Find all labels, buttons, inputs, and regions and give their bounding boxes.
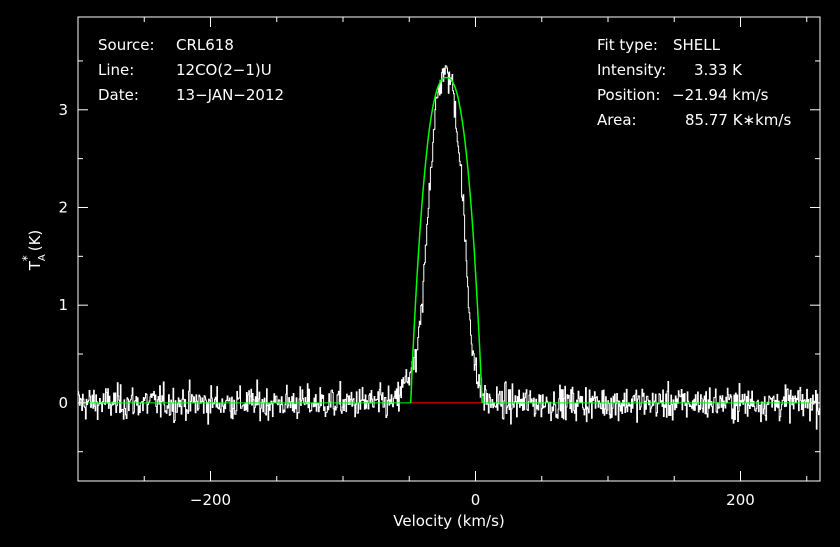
y-axis-label-unit: (K) [26,230,44,252]
y-tick-label: 3 [58,101,68,119]
y-axis-label-sup: * [20,255,34,261]
info-right-key: Position: [597,86,660,104]
info-left-key: Line: [98,61,134,79]
y-tick-label: 1 [58,296,68,314]
info-right-value: 85.77 K∗km/s [685,111,791,129]
info-right-value: 3.33 K [694,61,743,79]
y-tick-label: 0 [58,394,68,412]
info-right-key: Fit type: [597,36,658,54]
info-left-key: Source: [98,36,155,54]
x-axis-label: Velocity (km/s) [393,512,504,530]
y-tick-label: 2 [58,198,68,216]
info-right-value: −21.94 km/s [672,86,769,104]
spectrum-line [78,65,820,430]
info-right-key: Area: [597,111,637,129]
plot-frame [77,16,821,482]
y-axis-label: TA* (K) [20,230,48,272]
spectrum-series [78,65,820,430]
info-right-key: Intensity: [597,61,666,79]
svg-text:TA*(K): TA* (K) [20,230,48,272]
info-left-value: 12CO(2−1)U [176,61,272,79]
x-tick-label: 0 [471,491,481,509]
info-left: Source: CRL618 Line: 12CO(2−1)U Date: 13… [98,36,284,104]
info-left-value: 13−JAN−2012 [176,86,284,104]
info-left-key: Date: [98,86,139,104]
info-right: Fit type: SHELL Intensity: 3.33 K Positi… [597,36,791,129]
y-axis-label-main: T [26,260,44,271]
x-tick-label: 200 [726,491,755,509]
fit-curve [409,76,483,403]
x-tick-label: −200 [190,491,231,509]
y-axis-label-sub: A [37,254,48,261]
info-left-value: CRL618 [176,36,234,54]
fit-series [78,76,820,404]
axis-ticks: −200 0 200 0 1 2 3 [58,17,820,509]
info-right-value: SHELL [673,36,721,54]
